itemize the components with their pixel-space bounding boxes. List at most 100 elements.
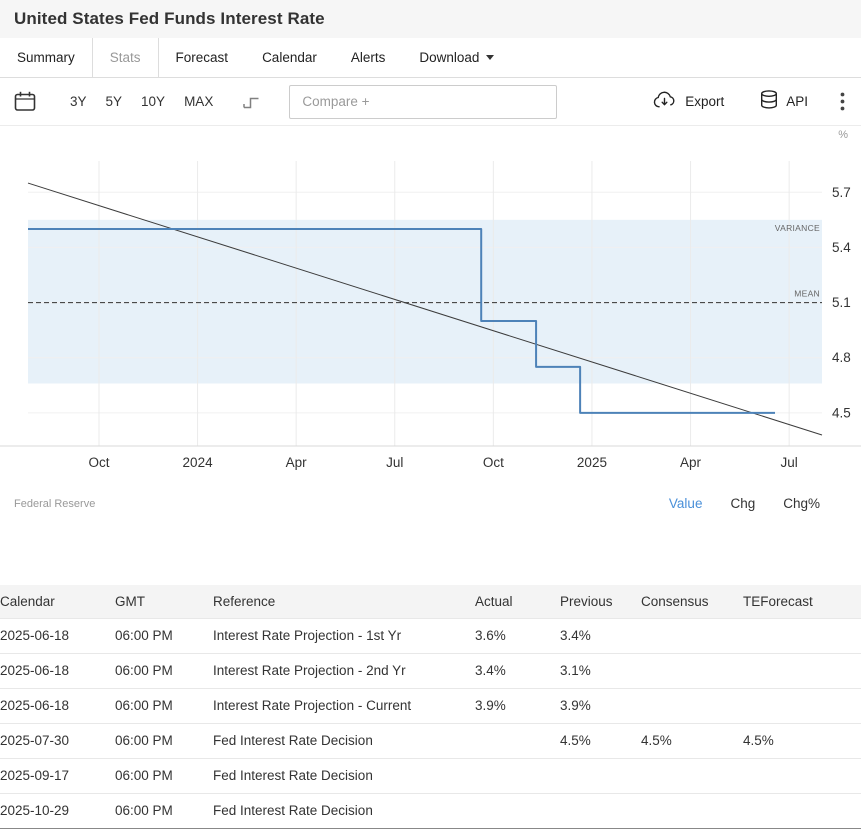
tab-download[interactable]: Download [402,38,511,77]
table-row[interactable]: 2025-06-18 06:00 PM Interest Rate Projecti… [0,687,861,723]
tab-stats[interactable]: Stats [91,38,159,77]
page-header: United States Fed Funds Interest Rate [0,0,861,38]
tab-bar: Summary Stats Forecast Calendar Alerts D… [0,38,861,78]
api-button[interactable]: API [760,90,808,113]
cell-calendar: 2025-10-29 [0,792,115,828]
cell-gmt: 06:00 PM [115,722,213,758]
tab-download-label: Download [419,50,480,65]
column-header-actual: Actual [475,593,513,609]
cell-actual: 3.9% [475,687,560,723]
x-tick-label: Apr [680,455,702,470]
cell-teforecast [743,792,861,828]
cell-actual: 3.6% [475,617,560,653]
table-row[interactable]: 2025-06-18 06:00 PM Interest Rate Projecti… [0,652,861,688]
view-chg-pct[interactable]: Chg% [783,496,820,511]
y-tick-label: 5.7 [832,185,851,200]
cell-consensus [641,757,743,793]
cell-reference: Fed Interest Rate Decision [213,757,475,793]
cell-gmt: 06:00 PM [115,792,213,828]
step-line-icon[interactable] [242,94,261,109]
range-10y-button[interactable]: 10Y [135,90,171,113]
cloud-download-icon [652,91,677,112]
column-header-consensus: Consensus [641,593,709,609]
cell-reference: Interest Rate Projection - 1st Yr [213,617,475,653]
mean-label: MEAN [794,289,820,299]
cell-actual [475,722,560,758]
cell-previous: 3.9% [560,687,641,723]
cell-previous [560,792,641,828]
export-label: Export [685,94,725,109]
cell-consensus: 4.5% [641,722,743,758]
tab-alerts[interactable]: Alerts [350,50,386,65]
column-header-calendar: Calendar [0,593,55,609]
cell-previous [560,757,641,793]
variance-label: VARIANCE [775,223,820,233]
cell-actual [475,757,560,793]
cell-gmt: 06:00 PM [115,652,213,688]
cell-teforecast [743,687,861,723]
cell-teforecast [743,652,861,688]
cell-previous: 4.5% [560,722,641,758]
range-5y-button[interactable]: 5Y [100,90,129,113]
cell-reference: Fed Interest Rate Decision [213,792,475,828]
calendar-table-section: Calendar GMT Reference Actual Previous Consen… [0,585,861,829]
x-tick-label: Jul [386,455,403,470]
rate-chart-svg[interactable]: 5.7 5.4 5.1 4.8 4.5 Oct 2024 Apr Jul Oct 2025 Apr Ju… [0,126,861,476]
kebab-menu-icon[interactable] [838,90,847,113]
tab-calendar[interactable]: Calendar [262,50,317,65]
calendar-icon[interactable] [14,91,36,112]
cell-calendar: 2025-07-30 [0,722,115,758]
cell-teforecast: 4.5% [743,722,861,758]
chevron-down-icon [486,55,495,60]
rate-step-line [28,228,776,414]
cell-consensus [641,687,743,723]
table-row[interactable]: 2025-07-30 06:00 PM Fed Interest Rate Deci… [0,722,861,758]
database-icon [760,90,778,113]
api-label: API [786,94,808,109]
x-tick-label: 2025 [577,455,607,470]
y-tick-label: 4.5 [832,405,851,420]
cell-actual [475,792,560,828]
y-tick-label: 4.8 [832,350,851,365]
cell-calendar: 2025-06-18 [0,687,115,723]
x-tick-label: Oct [483,455,504,470]
chart-section: 5.7 5.4 5.1 4.8 4.5 Oct 2024 Apr Jul Oct 2025 Apr Ju… [0,126,861,531]
cell-gmt: 06:00 PM [115,617,213,653]
toolbar-right-group: Export API [616,90,847,113]
x-tick-label: Jul [781,455,798,470]
calendar-table: Calendar GMT Reference Actual Previous Consen… [0,585,861,829]
x-tick-label: Oct [88,455,109,470]
tab-forecast[interactable]: Forecast [175,50,229,65]
view-value[interactable]: Value [668,496,703,511]
table-header-row: Calendar GMT Reference Actual Previous Consen… [0,585,861,618]
cell-reference: Interest Rate Projection - 2nd Yr [213,652,475,688]
export-button[interactable]: Export [652,91,724,112]
cell-actual: 3.4% [475,652,560,688]
range-3y-button[interactable]: 3Y [64,90,93,113]
calendar-table-body: 2025-06-18 06:00 PM Interest Rate Projecti… [0,617,861,828]
compare-input[interactable] [289,84,558,119]
y-tick-label: 5.4 [832,240,851,255]
y-tick-label: 5.1 [832,295,851,310]
y-axis-unit-label: % [838,129,848,141]
cell-teforecast [743,617,861,653]
table-row[interactable]: 2025-10-29 06:00 PM Fed Interest Rate Deci… [0,792,861,828]
cell-teforecast [743,757,861,793]
range-max-button[interactable]: MAX [178,90,219,113]
chart-toolbar: 3Y 5Y 10Y MAX Export [0,78,861,126]
view-chg[interactable]: Chg [730,496,756,511]
source-attribution: Federal Reserve [14,497,96,510]
column-header-reference: Reference [213,593,276,609]
cell-consensus [641,792,743,828]
page-title: United States Fed Funds Interest Rate [14,9,325,28]
cell-consensus [641,617,743,653]
tab-summary[interactable]: Summary [17,50,75,65]
x-tick-label: Apr [286,455,308,470]
table-row[interactable]: 2025-09-17 06:00 PM Fed Interest Rate Deci… [0,757,861,793]
cell-calendar: 2025-06-18 [0,652,115,688]
table-row[interactable]: 2025-06-18 06:00 PM Interest Rate Projecti… [0,617,861,653]
variance-band [28,219,822,384]
cell-gmt: 06:00 PM [115,687,213,723]
cell-calendar: 2025-06-18 [0,617,115,653]
cell-calendar: 2025-09-17 [0,757,115,793]
